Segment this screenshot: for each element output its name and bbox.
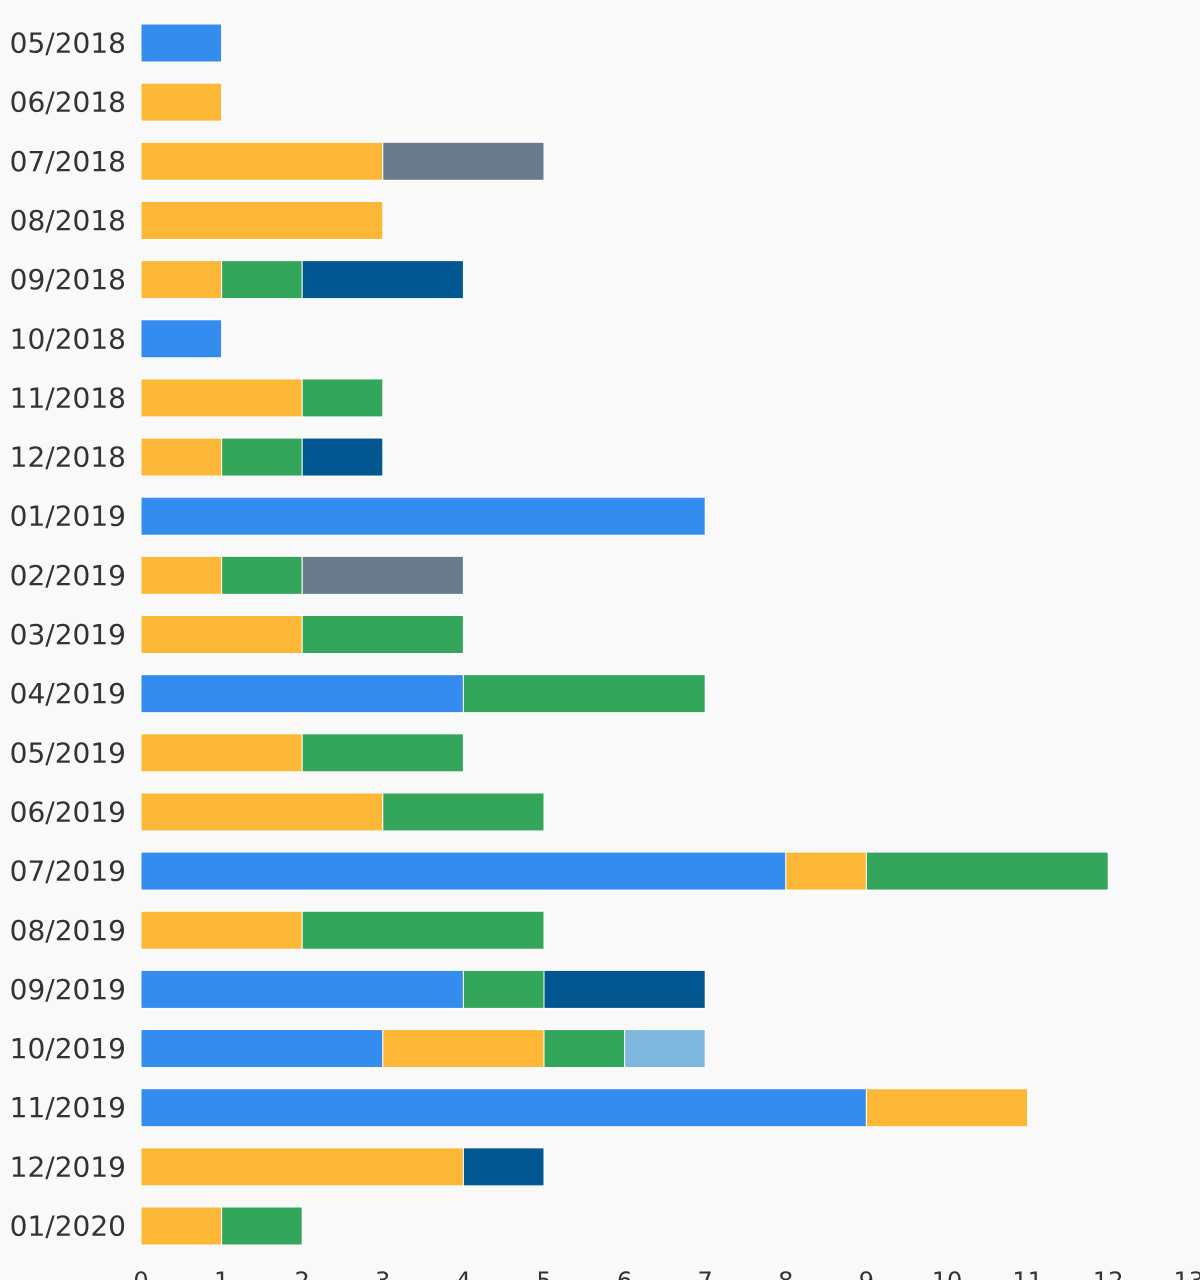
bar-segment	[140, 141, 384, 181]
category-label: 05/2018	[10, 27, 126, 60]
bar-segment	[140, 437, 223, 477]
category-label: 07/2019	[10, 855, 126, 888]
x-tick-label: 1	[214, 1267, 229, 1280]
bar-segment	[785, 851, 867, 891]
bar-segment	[624, 1029, 706, 1069]
bar-segment	[140, 792, 384, 832]
bar-segment	[865, 1088, 1029, 1128]
category-label: 10/2018	[10, 322, 126, 355]
bar-segment	[140, 1147, 464, 1187]
bar-segment	[382, 141, 545, 181]
category-label: 09/2019	[10, 973, 126, 1006]
category-label: 07/2018	[10, 145, 126, 178]
x-tick-label: 4	[456, 1267, 471, 1280]
category-label: 11/2018	[10, 381, 126, 414]
bar-segment	[865, 851, 1109, 891]
bar-segment	[301, 615, 464, 654]
bars-group	[140, 23, 1109, 1246]
bar-segment	[301, 733, 464, 773]
category-label: 04/2019	[10, 677, 126, 710]
category-label: 06/2019	[10, 795, 126, 828]
bar-segment	[462, 1147, 545, 1187]
category-label: 09/2018	[10, 263, 126, 296]
bar-segment	[140, 496, 706, 536]
bar-segment	[140, 378, 303, 418]
category-label: 08/2019	[10, 914, 126, 947]
x-tick-label: 11	[1012, 1267, 1043, 1280]
category-label: 11/2019	[10, 1091, 126, 1124]
bar-segment	[140, 319, 223, 359]
bar-segment	[140, 1206, 223, 1246]
bar-segment	[140, 615, 303, 654]
category-label: 12/2019	[10, 1150, 126, 1183]
x-tick-label: 8	[778, 1267, 793, 1280]
bar-segment	[140, 82, 223, 122]
bar-segment	[140, 910, 303, 950]
bar-segment	[462, 969, 545, 1009]
bar-segment	[140, 1088, 867, 1128]
category-label: 02/2019	[10, 559, 126, 592]
x-tick-label: 6	[617, 1267, 632, 1280]
bar-segment	[301, 260, 464, 300]
bar-segment	[301, 378, 384, 418]
bar-segment	[543, 1029, 626, 1069]
x-tick-label: 2	[295, 1267, 310, 1280]
x-tick-label: 9	[859, 1267, 874, 1280]
bar-segment	[140, 969, 464, 1009]
bar-segment	[301, 910, 545, 950]
bar-segment	[221, 260, 303, 300]
category-label: 06/2018	[10, 86, 126, 119]
bar-segment	[140, 23, 223, 63]
bar-segment	[140, 200, 384, 240]
x-tick-label: 5	[536, 1267, 551, 1280]
bar-segment	[221, 555, 303, 595]
bar-segment	[221, 437, 303, 477]
category-label: 08/2018	[10, 204, 126, 237]
x-tick-label: 13	[1174, 1267, 1200, 1280]
category-label: 10/2019	[10, 1032, 126, 1065]
x-tick-label: 3	[375, 1267, 390, 1280]
category-label: 12/2018	[10, 441, 126, 474]
bar-segment	[140, 674, 464, 714]
bar-segment	[301, 555, 464, 595]
category-label: 01/2020	[10, 1210, 126, 1243]
bar-segment	[140, 1029, 384, 1069]
category-label: 03/2019	[10, 618, 126, 651]
bar-segment	[140, 555, 223, 595]
bar-segment	[221, 1206, 303, 1246]
x-tick-label: 7	[698, 1267, 713, 1280]
bar-segment	[301, 437, 384, 477]
x-tick-label: 12	[1093, 1267, 1124, 1280]
bar-segment	[543, 969, 706, 1009]
x-tick-label: 10	[932, 1267, 963, 1280]
x-axis-tick-labels: 012345678910111213	[133, 1267, 1200, 1280]
bar-segment	[462, 674, 706, 714]
bar-segment	[382, 792, 545, 832]
bar-segment	[140, 851, 787, 891]
category-labels: 05/2018 06/2018 07/2018 08/2018 09/2018 10/20…	[10, 27, 126, 1243]
category-label: 01/2019	[10, 500, 126, 533]
bar-segment	[140, 733, 303, 773]
bar-segment	[382, 1029, 545, 1069]
category-label: 05/2019	[10, 736, 126, 769]
x-tick-label: 0	[133, 1267, 148, 1280]
bar-segment	[140, 260, 223, 300]
